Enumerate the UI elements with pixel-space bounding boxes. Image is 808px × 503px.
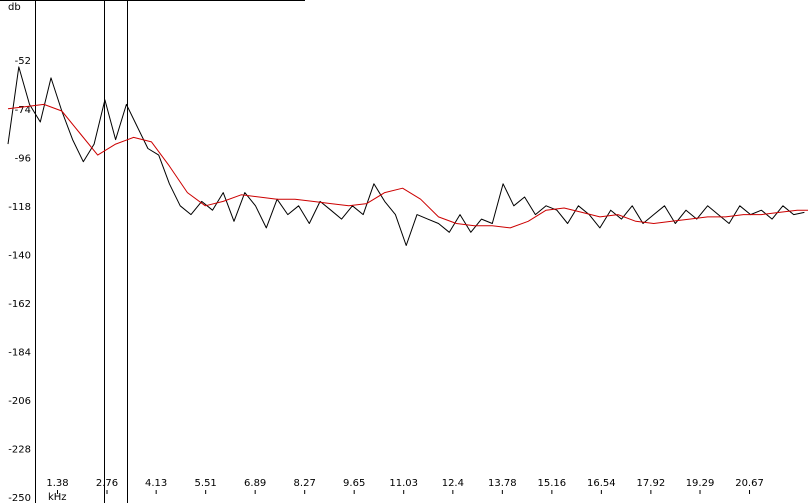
y-tick-label: -206	[8, 396, 31, 407]
y-tick-label: -118	[8, 202, 31, 213]
y-tick-label: -52	[15, 56, 31, 67]
y-tick-label: -228	[8, 444, 31, 455]
spectrum-line	[7, 66, 805, 246]
y-tick-label: -184	[8, 347, 31, 358]
x-tick-label: 4.13	[145, 478, 167, 489]
x-tick-label: 15.16	[538, 478, 567, 489]
x-tick-label: 20.67	[735, 478, 764, 489]
x-tick-label: 11.03	[389, 478, 418, 489]
y-ticks: -52 -74 -96 -118 -140 -162 -184 -206 -228 -250	[8, 56, 31, 503]
x-tick-label: 16.54	[587, 478, 616, 489]
x-axis-label: kHz	[48, 492, 67, 503]
x-tick-label: 17.92	[637, 478, 666, 489]
x-tick-label: 5.51	[195, 478, 217, 489]
y-tick-label: -162	[8, 299, 31, 310]
frequency-markers	[104, 0, 128, 503]
smoothed-line	[7, 103, 808, 229]
series-group	[7, 66, 808, 246]
x-tick-label: 9.65	[343, 478, 365, 489]
x-tick-label: 2.76	[96, 478, 118, 489]
x-tick-label: 12.4	[442, 478, 464, 489]
x-tick-label: 13.78	[488, 478, 517, 489]
x-tick-label: 6.89	[244, 478, 266, 489]
x-tick-label: 1.38	[46, 478, 68, 489]
y-tick-label: -140	[8, 250, 31, 261]
x-tick-label: 19.29	[686, 478, 715, 489]
y-tick-label: -96	[15, 153, 31, 164]
y-tick-label: -74	[15, 105, 31, 116]
y-tick-label: -250	[8, 493, 31, 503]
y-axis-label: db	[8, 2, 21, 13]
x-tick-label: 8.27	[294, 478, 316, 489]
x-ticks: 1.38 2.76 4.13 5.51 6.89 8.27 9.65 11.03 12.4 13.…	[46, 478, 764, 494]
